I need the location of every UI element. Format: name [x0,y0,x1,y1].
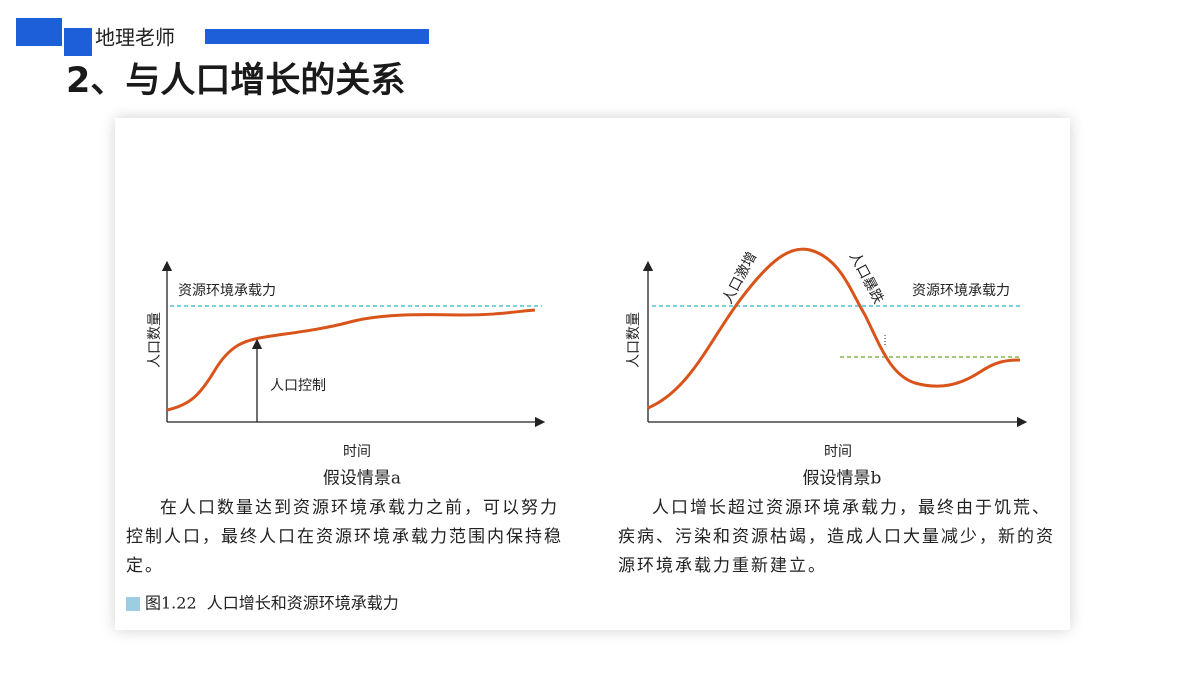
caption-marker [126,597,140,611]
y-axis-label: 人口数量 [626,312,642,368]
header-tag: 地理老师 [95,26,175,50]
figure-card [115,118,1070,630]
figure-number-caption: 图1.22 人口增长和资源环境承载力 [145,594,399,613]
annotation: 人口控制 [270,378,326,394]
header-bar [205,29,429,44]
annotation: 人口暴跌 [846,250,886,307]
x-axis-label: 时间 [824,444,852,460]
y-axis-label: 人口数量 [147,312,163,368]
capacity-label: 资源环境承载力 [178,283,276,299]
slide-title: 2、与人口增长的关系 [66,61,405,101]
header-block [64,28,92,56]
x-axis-label: 时间 [343,444,371,460]
annotation: 人口激增 [719,249,760,306]
population-curve [647,247,1021,410]
population-curve [166,308,536,412]
figure-caption: 假设情景a [323,469,401,489]
capacity-label: 资源环境承载力 [912,283,1010,299]
figure-caption: 假设情景b [803,469,882,489]
description: 在人口数量达到资源环境承载力之前，可以努力控制人口，最终人口在资源环境承载力范围… [126,498,563,576]
header-block [16,18,62,46]
description: 人口增长超过资源环境承载力，最终由于饥荒、疾病、污染和资源枯竭，造成人口大量减少… [618,498,1055,576]
